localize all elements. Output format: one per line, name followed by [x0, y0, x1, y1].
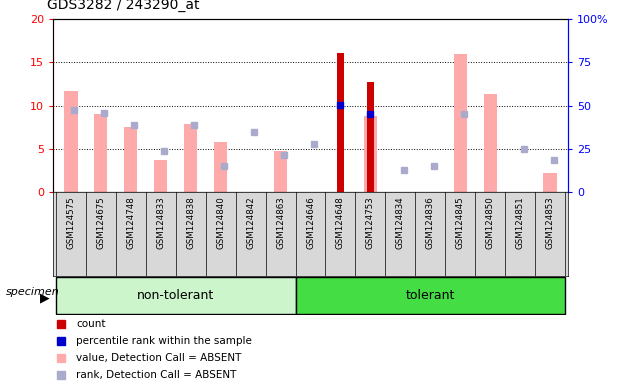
Text: GSM124675: GSM124675: [96, 196, 105, 249]
Bar: [484, 94, 497, 192]
Text: GSM124851: GSM124851: [516, 196, 525, 249]
Text: value, Detection Call = ABSENT: value, Detection Call = ABSENT: [76, 353, 242, 363]
Text: percentile rank within the sample: percentile rank within the sample: [76, 336, 252, 346]
Bar: [64, 91, 78, 192]
Text: ▶: ▶: [40, 291, 50, 304]
Text: GDS3282 / 243290_at: GDS3282 / 243290_at: [47, 0, 199, 12]
Text: GSM124833: GSM124833: [156, 196, 165, 249]
Text: GSM124853: GSM124853: [546, 196, 555, 249]
Text: GSM124748: GSM124748: [126, 196, 135, 249]
Bar: [124, 127, 137, 192]
Bar: [214, 142, 227, 192]
Bar: [366, 82, 374, 192]
Text: specimen: specimen: [6, 287, 60, 297]
Bar: [94, 114, 107, 192]
Bar: [274, 151, 288, 192]
Bar: [543, 173, 557, 192]
Text: GSM124842: GSM124842: [246, 196, 255, 249]
Text: GSM124863: GSM124863: [276, 196, 285, 249]
Bar: [364, 116, 377, 192]
Text: GSM124753: GSM124753: [366, 196, 375, 249]
Text: GSM124575: GSM124575: [66, 196, 75, 249]
Bar: [337, 53, 344, 192]
Text: GSM124648: GSM124648: [336, 196, 345, 249]
Bar: [154, 160, 168, 192]
Bar: [453, 54, 467, 192]
Text: GSM124838: GSM124838: [186, 196, 195, 249]
Text: GSM124850: GSM124850: [486, 196, 495, 249]
Text: count: count: [76, 318, 106, 329]
Text: rank, Detection Call = ABSENT: rank, Detection Call = ABSENT: [76, 370, 237, 381]
Text: GSM124840: GSM124840: [216, 196, 225, 249]
Bar: [184, 124, 197, 192]
Text: GSM124834: GSM124834: [396, 196, 405, 249]
FancyBboxPatch shape: [296, 277, 565, 314]
Text: non-tolerant: non-tolerant: [137, 289, 214, 302]
Text: GSM124646: GSM124646: [306, 196, 315, 249]
Text: GSM124845: GSM124845: [456, 196, 465, 249]
Text: tolerant: tolerant: [406, 289, 455, 302]
Text: GSM124836: GSM124836: [426, 196, 435, 249]
FancyBboxPatch shape: [56, 277, 296, 314]
